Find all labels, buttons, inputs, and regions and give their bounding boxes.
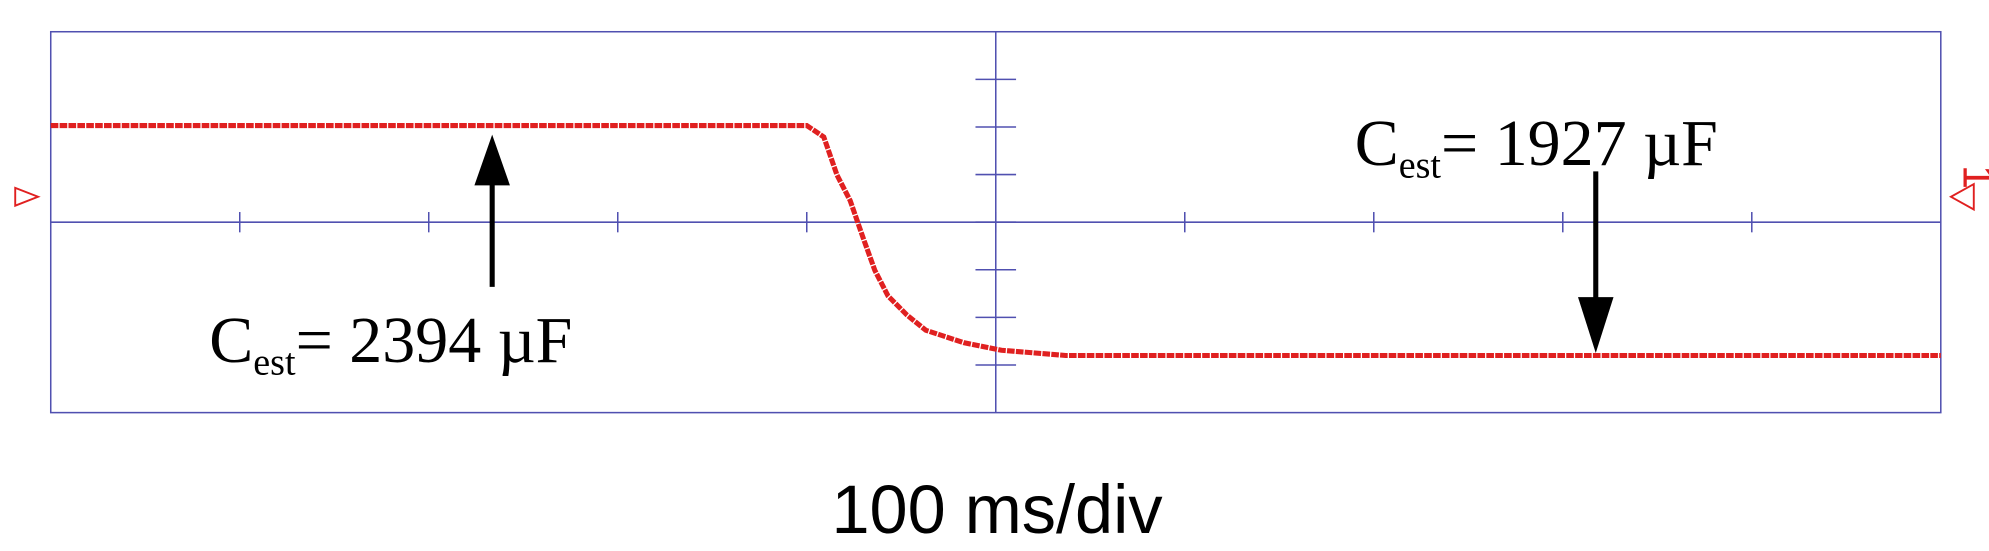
channel-label: 1 xyxy=(1954,165,1989,189)
arrow-head xyxy=(1578,297,1614,353)
annotation-text: = 1927 µF xyxy=(1441,107,1718,180)
arrow-right xyxy=(1578,171,1614,353)
channel-marker: 1 xyxy=(1948,165,1989,212)
arrow-left xyxy=(474,134,510,287)
annotation: Cest= 2394 µF xyxy=(209,304,572,384)
annotation-subscript: est xyxy=(253,342,296,384)
annotation-subscript: est xyxy=(1399,145,1442,187)
annotation-symbol: C xyxy=(209,304,253,377)
x-axis-label: 100 ms/div xyxy=(831,471,1163,548)
channel-arrow xyxy=(1948,182,1975,212)
trace xyxy=(50,122,1941,359)
annotation: Cest= 1927 µF xyxy=(1355,107,1718,187)
arrow-head xyxy=(474,134,510,186)
trigger-marker xyxy=(14,186,41,208)
annotation-symbol: C xyxy=(1355,107,1399,180)
annotation-text: = 2394 µF xyxy=(296,304,573,377)
